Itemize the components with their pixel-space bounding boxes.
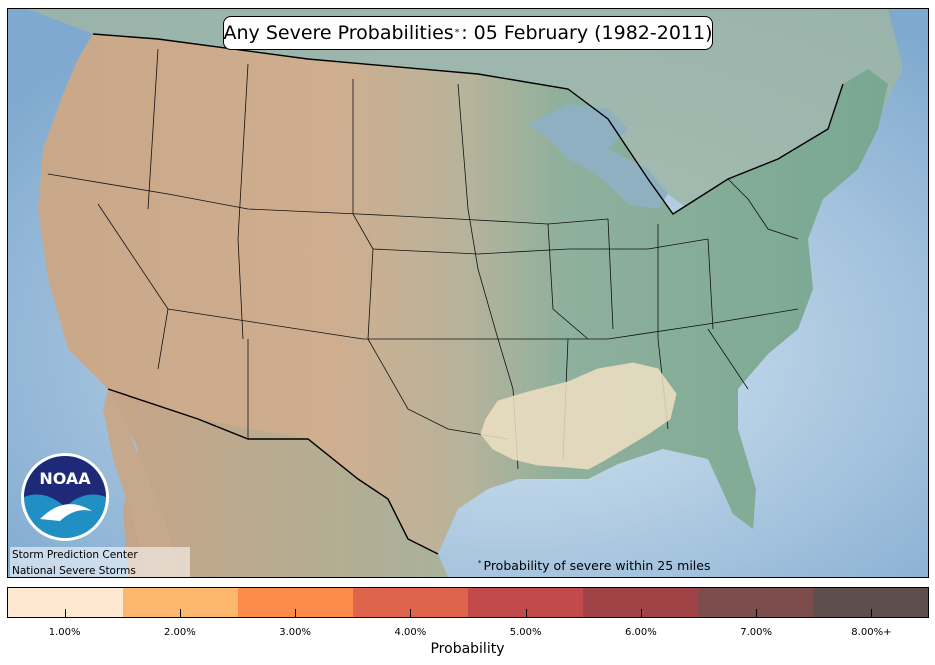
noaa-logo-text: NOAA (39, 469, 91, 488)
mexico-land (108, 389, 448, 577)
colorbar-tick-label: 7.00% (740, 627, 773, 638)
colorbar-tick-label: 3.00% (279, 627, 312, 638)
international-border (92, 33, 844, 215)
colorbar-tick (641, 609, 642, 618)
colorbar-tick (295, 609, 296, 618)
title-marker: * (454, 28, 460, 38)
map-title: Any Severe Probabilities *: 05 February (… (223, 16, 713, 50)
colorbar-tick (756, 609, 757, 618)
colorbar-tick (526, 609, 527, 618)
colorbar-tick-label: 6.00% (624, 627, 657, 638)
footnote-text: Probability of severe within 25 miles (483, 558, 711, 573)
colorbar-tick (871, 609, 872, 618)
colorbar-tick (180, 609, 181, 618)
credits-box: Storm Prediction Center National Severe … (10, 547, 190, 577)
colorbar-tick-label: 4.00% (394, 627, 427, 638)
credit-spc: Storm Prediction Center (12, 549, 138, 561)
canada-land (28, 9, 903, 209)
title-date: : 05 February (1982-2011) (461, 22, 713, 44)
noaa-logo-icon: NOAA (21, 453, 109, 541)
colorbar-label: Probability (430, 641, 505, 657)
title-main: Any Severe Probabilities (223, 22, 454, 44)
footnote-marker: * (478, 558, 482, 567)
colorbar-tick-label: 1.00% (48, 627, 81, 638)
colorbar-segment (583, 588, 698, 617)
state-borders (47, 48, 799, 470)
colorbar-segment (698, 588, 813, 617)
mexico-border (107, 388, 439, 555)
great-lakes (528, 104, 668, 209)
usa-land (38, 34, 888, 554)
baja-peninsula (103, 389, 178, 577)
map-footnote: * Probability of severe within 25 miles (478, 558, 710, 573)
colorbar (7, 587, 929, 618)
colorbar-tick (65, 609, 66, 618)
map-canvas (8, 9, 928, 577)
colorbar-tick-label: 8.00%+ (851, 627, 892, 638)
map-frame: Any Severe Probabilities *: 05 February (… (7, 8, 929, 578)
colorbar-tick-label: 5.00% (509, 627, 542, 638)
colorbar-tick-label: 2.00% (163, 627, 196, 638)
credit-nssl: National Severe Storms Laboratory (12, 565, 136, 577)
probability-area-1pct (480, 362, 677, 470)
colorbar-tick (410, 609, 411, 618)
colorbar-segment (468, 588, 583, 617)
colorbar-segment (813, 588, 928, 617)
